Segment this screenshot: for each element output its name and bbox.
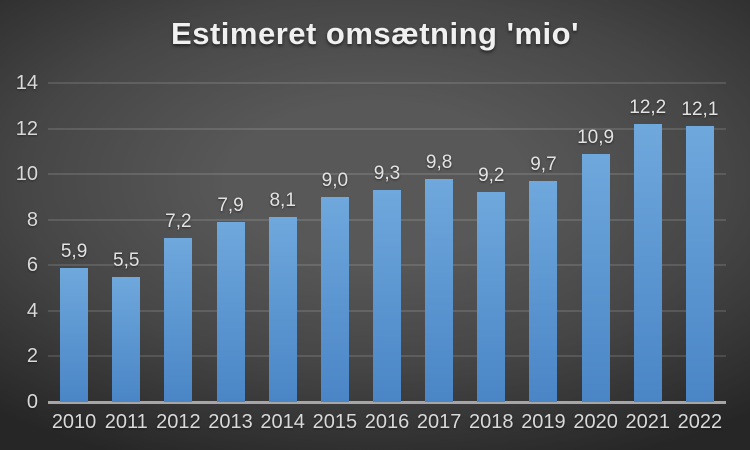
bar-value-label: 9,0 [321, 169, 349, 191]
bar-2010 [60, 267, 89, 402]
x-tick-label: 2016 [364, 411, 410, 433]
x-tick-label: 2021 [625, 411, 671, 433]
bar-value-label: 12,2 [629, 97, 667, 119]
bar-value-label: 12,1 [681, 99, 719, 121]
x-tick-label: 2013 [208, 411, 253, 433]
x-tick-label: 2017 [416, 411, 462, 433]
x-tick-label: 2019 [521, 411, 566, 433]
y-tick-label: 4 [26, 299, 38, 322]
y-tick-label: 0 [26, 391, 38, 413]
gridline [48, 82, 726, 84]
y-tick-label: 6 [26, 254, 38, 277]
bar-value-label: 8,1 [269, 190, 296, 212]
y-tick-label: 8 [26, 208, 38, 231]
bar-2012 [164, 237, 193, 402]
bar-value-label: 9,2 [478, 165, 505, 187]
x-tick-label: 2020 [573, 411, 618, 433]
x-tick-label: 2015 [312, 411, 358, 433]
bar-value-label: 7,2 [165, 210, 192, 232]
bar-2015 [320, 196, 349, 402]
bar-2020 [581, 153, 610, 402]
bar-2018 [477, 192, 506, 402]
gridline [48, 127, 726, 130]
gridline [48, 173, 726, 176]
bar-2011 [112, 276, 141, 402]
bar-2013 [216, 222, 245, 402]
bar-2022 [685, 126, 714, 402]
bar-2016 [373, 190, 401, 402]
bar-value-label: 9,3 [373, 163, 401, 185]
y-tick-label: 14 [15, 72, 38, 94]
bar-2019 [529, 180, 558, 402]
bar-value-label: 9,7 [530, 153, 557, 175]
bar-value-label: 5,9 [60, 240, 88, 262]
bar-value-label: 5,5 [113, 249, 140, 271]
x-tick-label: 2014 [260, 411, 305, 433]
bar-value-label: 9,8 [425, 151, 453, 173]
bar-value-label: 10,9 [577, 126, 615, 148]
bar-2017 [425, 178, 454, 402]
x-tick-label: 2022 [677, 411, 723, 433]
chart-title: Estimeret omsætning 'mio' [171, 16, 579, 51]
bar-value-label: 7,9 [217, 195, 244, 216]
x-tick-label: 2018 [469, 411, 514, 433]
y-tick-label: 12 [15, 117, 38, 140]
y-tick-label: 2 [26, 345, 38, 368]
x-tick-label: 2012 [156, 411, 201, 433]
bar-2014 [268, 217, 297, 402]
plot-area: 5,9 5,5 7,2 7,9 8,1 9,0 9,3 9,8 9,2 9,7 10,9 12,2 12… [48, 82, 726, 404]
x-axis-line [48, 401, 726, 404]
x-tick-label: 2010 [51, 411, 97, 433]
bar-2021 [633, 124, 662, 402]
y-tick-label: 10 [15, 163, 38, 186]
x-tick-label: 2011 [104, 411, 148, 433]
